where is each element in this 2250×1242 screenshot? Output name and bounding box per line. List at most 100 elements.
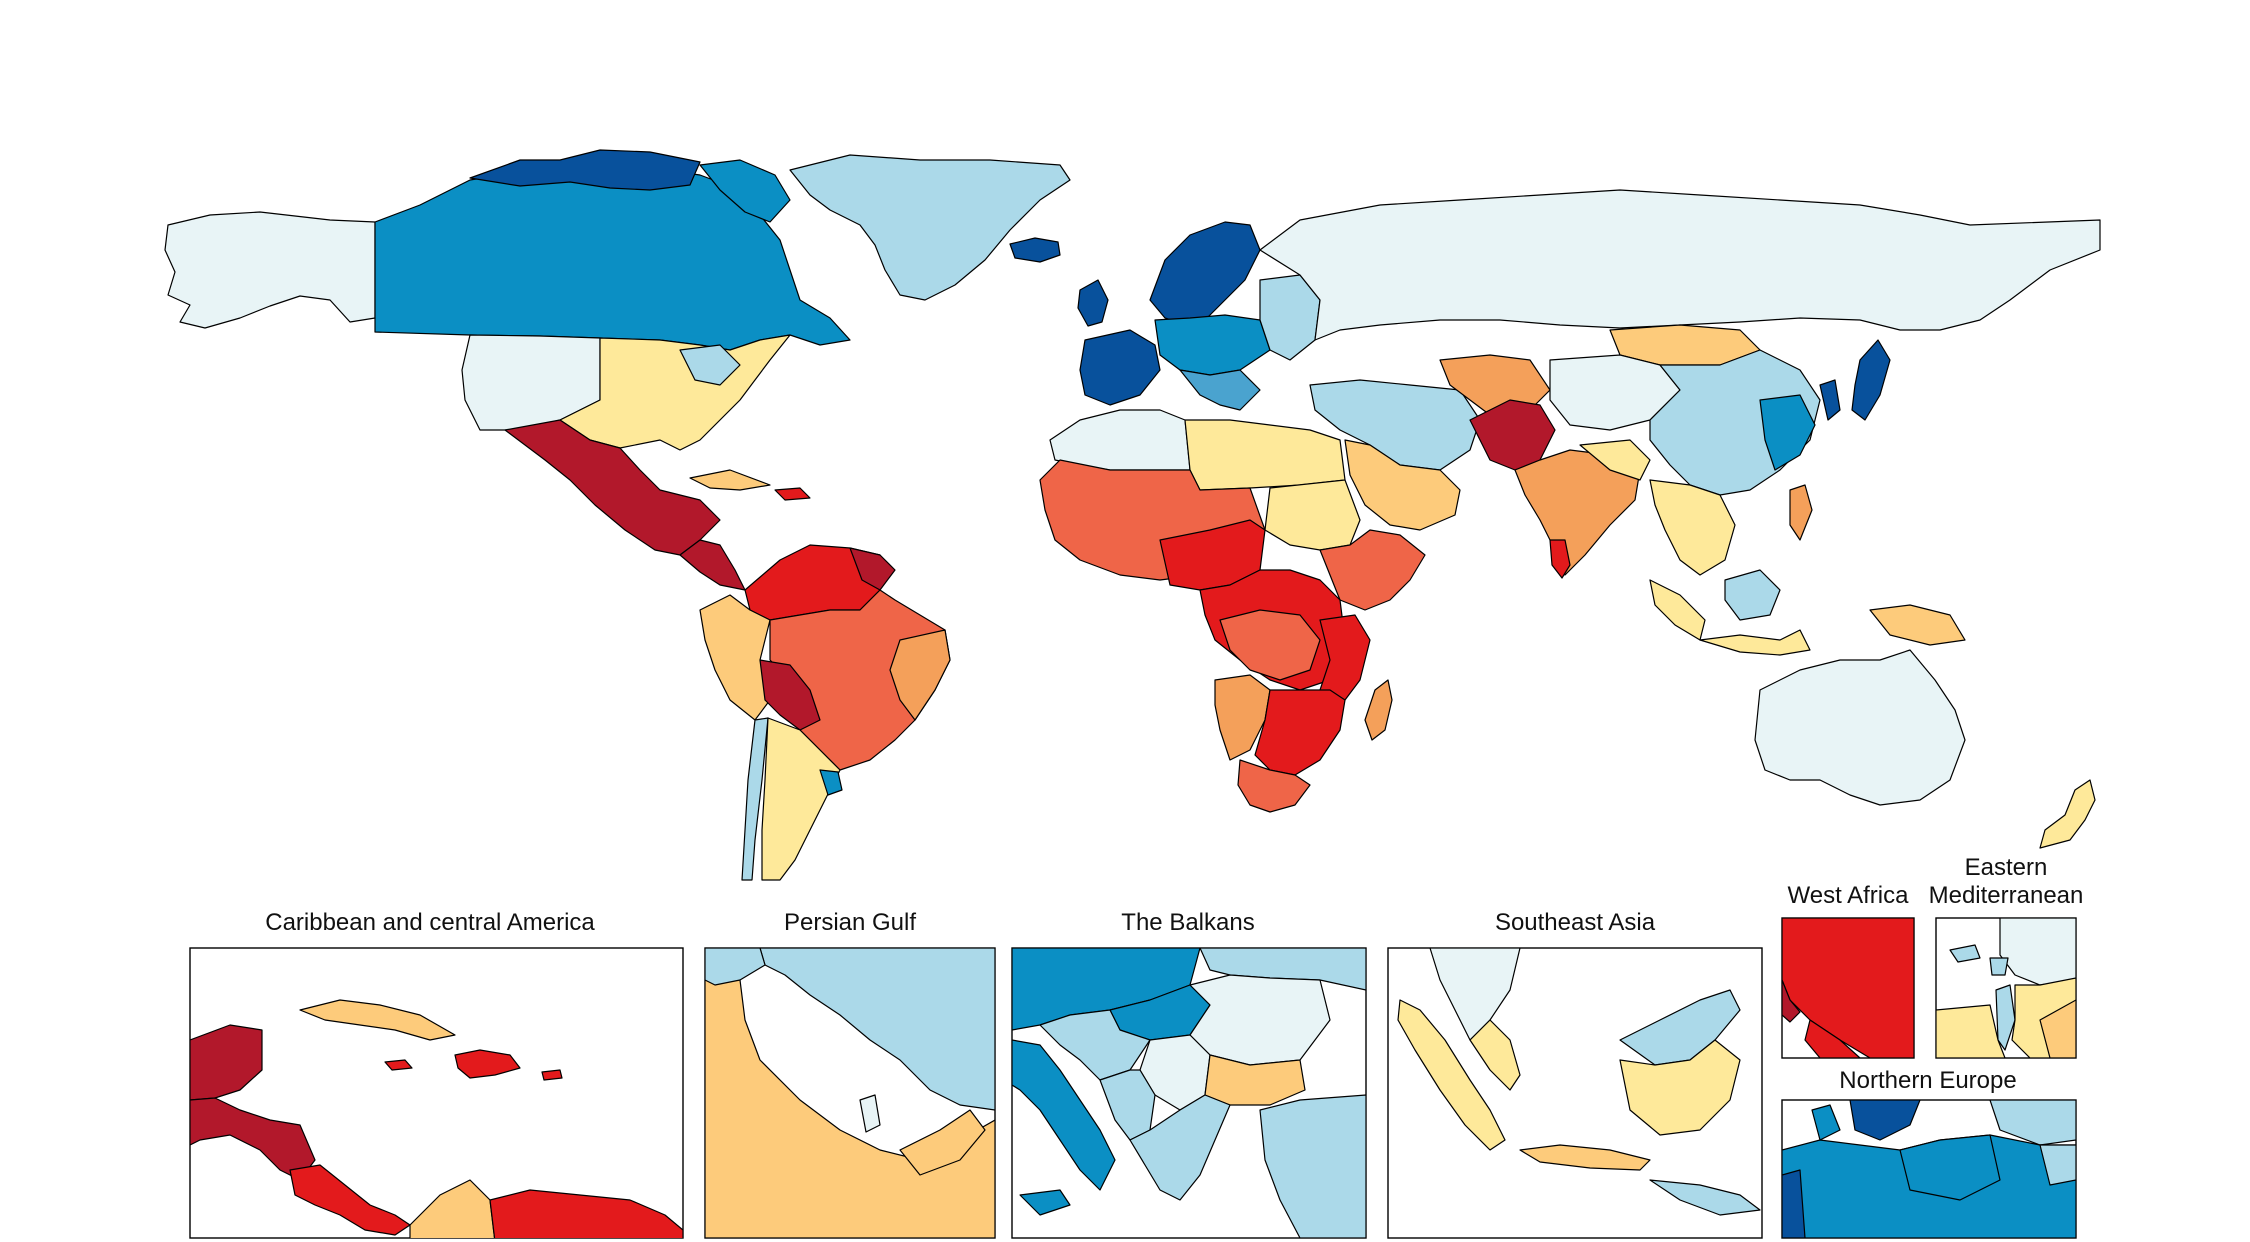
inset-persian-gulf: Persian Gulf: [704, 909, 996, 1239]
inset-gulf-iran: [759, 948, 995, 1111]
inset-title-persian-gulf: Persian Gulf: [784, 909, 916, 936]
inset-title-eastern-mediterranean-line2: Mediterranean: [1929, 882, 2084, 909]
main-map: [164, 149, 2101, 881]
inset-sea-java: [1519, 1144, 1651, 1171]
inset-gulf-uae: [899, 1109, 986, 1176]
region-horn-of-africa: [1319, 529, 1426, 611]
inset-eastern-mediterranean: Eastern Mediterranean: [1929, 854, 2084, 1059]
inset-caribbean-costa-rica-panama: [289, 1164, 411, 1236]
region-central-europe: [1154, 314, 1271, 376]
region-southern-africa: [1254, 689, 1346, 776]
inset-ne-baltics: [1989, 1100, 2076, 1146]
inset-em-egypt: [1936, 1004, 2006, 1058]
region-angola-namibia: [1214, 674, 1271, 761]
region-sumatra: [1649, 579, 1706, 641]
region-japan: [1851, 339, 1891, 421]
inset-title-west-africa: West Africa: [1788, 882, 1910, 909]
inset-balkans-sicily: [1019, 1189, 1071, 1216]
region-italy-balkans: [1179, 369, 1261, 411]
inset-caribbean-puerto-rico: [541, 1069, 563, 1081]
inset-caribbean-jamaica: [384, 1059, 413, 1071]
inset-gulf-qatar: [859, 1094, 881, 1133]
inset-caribbean: Caribbean and central America: [189, 909, 684, 1239]
region-guianas: [849, 547, 896, 591]
region-baffin-island: [699, 159, 791, 223]
region-greenland: [789, 154, 1071, 301]
region-madagascar: [1364, 679, 1393, 741]
inset-frame-caribbean: [189, 947, 684, 1239]
region-indochina: [1649, 479, 1736, 576]
inset-ne-scandinavia: [1849, 1100, 1921, 1141]
inset-northern-europe: Northern Europe: [1781, 1067, 2077, 1239]
inset-west-africa-guinea: [1804, 1019, 1861, 1058]
inset-sea-lesser-sundas: [1649, 1179, 1761, 1216]
region-australia: [1754, 649, 1966, 806]
region-turkey-iran: [1309, 379, 1481, 471]
inset-caribbean-cuba: [299, 999, 456, 1041]
region-philippines: [1789, 484, 1813, 541]
inset-em-israel-palestine: [1995, 984, 2016, 1051]
inset-gulf-iraq: [705, 948, 766, 986]
inset-sea-sumatra: [1397, 999, 1506, 1151]
inset-balkans: The Balkans: [1011, 909, 1367, 1239]
inset-title-southeast-asia: Southeast Asia: [1495, 909, 1656, 936]
inset-title-eastern-mediterranean-line1: Eastern: [1965, 854, 2048, 881]
inset-title-northern-europe: Northern Europe: [1839, 1067, 2016, 1094]
inset-ne-belarus: [2039, 1144, 2076, 1186]
region-east-africa: [1319, 614, 1371, 701]
inset-west-africa: West Africa: [1781, 882, 1915, 1059]
inset-em-lebanon: [1989, 957, 2009, 976]
inset-sea-borneo-south: [1619, 1039, 1741, 1136]
region-drc: [1219, 609, 1321, 681]
inset-title-caribbean: Caribbean and central America: [265, 909, 595, 936]
region-new-guinea: [1869, 604, 1966, 646]
region-borneo: [1724, 569, 1781, 621]
region-russia: [1259, 189, 2101, 341]
region-argentina: [761, 717, 841, 881]
region-cuba: [689, 469, 771, 491]
region-pakistan: [1469, 399, 1556, 471]
inset-west-africa-coast: [1782, 979, 1801, 1023]
inset-em-saudi: [2039, 999, 2076, 1058]
region-china-coast: [1759, 394, 1816, 471]
region-mexico: [504, 419, 721, 556]
region-iberia-france: [1079, 329, 1161, 406]
inset-southeast-asia: Southeast Asia: [1387, 909, 1763, 1239]
region-iceland: [1009, 237, 1061, 263]
region-india: [1514, 449, 1641, 576]
region-usa-northeast: [679, 344, 741, 386]
region-sudan: [1264, 479, 1361, 551]
inset-balkans-slovenia-croatia: [1039, 1009, 1151, 1081]
region-brazil-east: [889, 629, 951, 721]
region-canada-arctic-islands: [469, 149, 701, 191]
inset-balkans-west-balkans: [1099, 1069, 1156, 1141]
inset-ne-netherlands: [1782, 1169, 1806, 1238]
region-north-africa-west: [1049, 409, 1191, 471]
region-java-sulawesi: [1699, 629, 1811, 656]
region-uruguay: [819, 769, 843, 796]
inset-title-balkans: The Balkans: [1121, 909, 1254, 936]
inset-balkans-greece: [1129, 1094, 1231, 1201]
region-britain: [1077, 279, 1109, 327]
region-new-zealand: [2039, 779, 2096, 849]
region-arabia: [1344, 439, 1461, 531]
inset-caribbean-venezuela: [489, 1189, 683, 1238]
region-central-america: [679, 539, 746, 591]
inset-balkans-turkey: [1259, 1094, 1366, 1238]
inset-caribbean-hispaniola: [454, 1049, 521, 1079]
inset-sea-malay-peninsula: [1469, 1019, 1521, 1091]
inset-em-cyprus: [1949, 944, 1981, 963]
region-bolivia: [759, 659, 821, 731]
inset-ne-denmark: [1811, 1104, 1841, 1141]
region-alaska: [164, 211, 376, 329]
inset-ne-poland-border: [1899, 1134, 2001, 1201]
region-india-south: [1549, 539, 1571, 579]
region-south-africa: [1237, 759, 1311, 813]
inset-balkans-italy: [1012, 1039, 1116, 1191]
region-chile: [741, 717, 769, 881]
region-hispaniola: [774, 487, 811, 501]
region-scandinavia: [1149, 221, 1261, 326]
region-nepal-bangladesh: [1579, 439, 1651, 481]
region-libya-egypt: [1184, 419, 1346, 491]
